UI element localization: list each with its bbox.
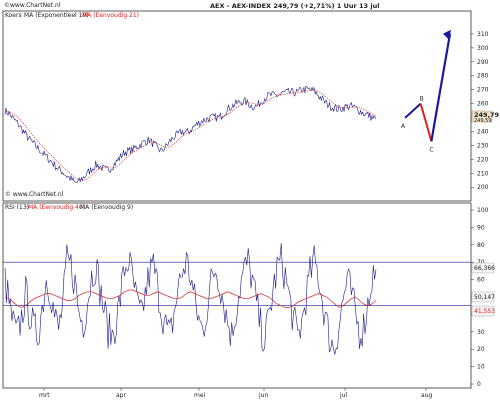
rsi-ytick-label: 70	[477, 259, 485, 266]
last-price-box	[471, 110, 493, 123]
legend-ma-eenv9: MA (Eenvoudig 9)	[80, 204, 133, 211]
xtick-label: aug	[421, 392, 432, 399]
rsi-legend: RSI (13) MA (Eenvoudig 40) MA (Eenvoudig…	[5, 204, 133, 211]
rsi-value-2: 50,147	[474, 294, 495, 301]
price-ytick-label: 210	[477, 170, 489, 177]
price-ytick-label: 220	[477, 156, 489, 163]
price-ma-line	[4, 89, 377, 181]
price-ytick-label: 240	[477, 128, 489, 135]
rsi-ytick-label: 100	[477, 207, 489, 214]
price-series	[4, 85, 377, 183]
xtick-label: mrt	[39, 392, 50, 399]
rsi-ytick-label: 10	[477, 364, 485, 371]
last-price-sub: 249,59	[474, 118, 492, 124]
rsi-ytick-label: 90	[477, 224, 485, 231]
price-ytick-label: 260	[477, 101, 489, 108]
price-ytick-label: 290	[477, 59, 489, 66]
rsi-value-box-2	[471, 291, 495, 303]
price-legend: Koers MA (Exponentieel 10) MA (Eenvoudig…	[5, 12, 139, 19]
rsi-series	[4, 243, 377, 355]
legend-rsi: RSI (13)	[5, 204, 29, 211]
rsi-ytick-label: 30	[477, 329, 485, 336]
chart-title: AEX - AEX-INDEX 249,79 (+2,71%) 1 Uur 13…	[210, 2, 379, 10]
legend-koers: Koers	[5, 12, 22, 19]
wave-label: A	[401, 123, 406, 130]
watermark: © www.ChartNet.nl	[5, 191, 64, 198]
price-ytick-label: 270	[477, 87, 489, 94]
price-ytick-label: 200	[477, 184, 489, 191]
rsi-value-box-3	[471, 305, 495, 317]
wave-label: B	[420, 96, 424, 103]
price-line	[4, 85, 377, 183]
wave-annotations: A B C	[401, 29, 452, 153]
wave-label: C	[429, 146, 433, 153]
price-ytick-label: 310	[477, 31, 489, 38]
rsi-value-box-1	[471, 262, 495, 274]
x-axis: mrt apr mei jun jul aug	[39, 388, 432, 399]
xtick-label: apr	[116, 392, 126, 399]
legend-ma-exp10: MA (Exponentieel 10)	[24, 12, 89, 19]
rsi-line	[4, 243, 377, 355]
xtick-label: jul	[339, 392, 347, 399]
xtick-label: mei	[194, 392, 206, 399]
last-price-label: 249,79	[474, 111, 500, 119]
legend-ma-eenv40: MA (Eenvoudig 40)	[28, 204, 85, 211]
rsi-ytick-label: 60	[477, 277, 485, 284]
wave-b-c-line	[419, 103, 433, 142]
rsi-reference-lines	[3, 261, 471, 307]
site-logo: ©www.ChartNet.nl	[4, 2, 61, 9]
legend-ma-eenv21: MA (Eenvoudig 21)	[82, 12, 139, 19]
wave-a-b-line	[404, 102, 422, 119]
rsi-ytick-label: 20	[477, 346, 485, 353]
rsi-ytick-label: 0	[477, 381, 481, 388]
rsi-ytick-label: 80	[477, 242, 485, 249]
price-y-axis: 200210220230240250260270280290300310	[471, 31, 489, 191]
price-panel	[2, 10, 472, 202]
xtick-label: jun	[258, 392, 268, 399]
price-ytick-label: 300	[477, 45, 489, 52]
rsi-value-1: 66,366	[474, 265, 495, 272]
price-ytick-label: 230	[477, 142, 489, 149]
price-ytick-label: 280	[477, 73, 489, 80]
projection-arrow-head	[443, 29, 451, 40]
rsi-value-boxes: 66,366 50,147 41,553	[471, 262, 495, 317]
rsi-ma40-line	[4, 289, 377, 308]
rsi-value-3: 41,553	[474, 308, 495, 315]
projection-arrow-line	[430, 33, 452, 142]
